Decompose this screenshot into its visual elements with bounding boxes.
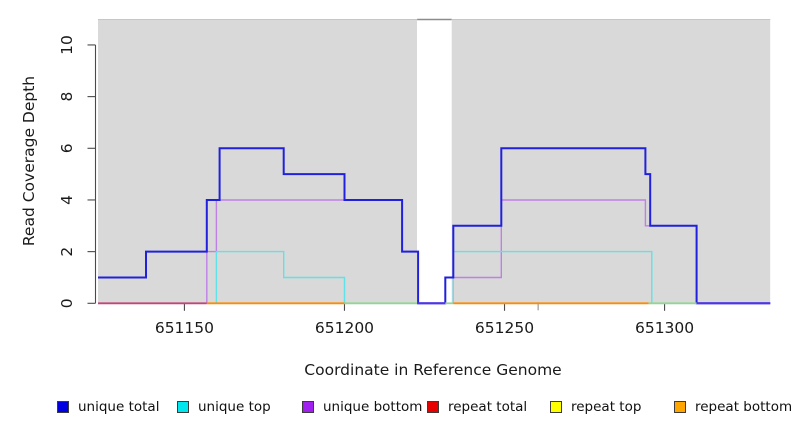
y-tick-label: 8 — [58, 92, 76, 102]
legend-label: repeat bottom — [695, 399, 792, 415]
legend-item-repeat-total: repeat total — [427, 399, 527, 415]
legend-swatch-icon — [57, 401, 69, 413]
x-tick-label: 651250 — [475, 319, 534, 337]
covered-region-1 — [98, 19, 418, 304]
legend-label: repeat top — [571, 399, 642, 415]
legend-item-repeat-bottom: repeat bottom — [674, 399, 792, 415]
y-axis-label: Read Coverage Depth — [20, 76, 38, 246]
y-tick-label: 10 — [58, 35, 76, 55]
legend-swatch-icon — [427, 401, 439, 413]
y-tick-label: 6 — [58, 143, 76, 153]
legend-swatch-icon — [177, 401, 189, 413]
legend-item-unique-total: unique total — [57, 399, 159, 415]
series-unique-top — [98, 250, 771, 304]
plot-area: 0 2 4 6 8 10 651150 651200 651250 651300 — [58, 18, 771, 337]
x-tick-label: 651300 — [635, 319, 694, 337]
legend-swatch-icon — [674, 401, 686, 413]
legend-swatch-icon — [550, 401, 562, 413]
legend-label: unique bottom — [323, 399, 423, 415]
x-tick-label: 651200 — [315, 319, 374, 337]
legend-label: unique top — [198, 399, 271, 415]
legend-item-unique-top: unique top — [177, 399, 271, 415]
legend-item-unique-bottom: unique bottom — [302, 399, 422, 415]
y-tick-label: 0 — [58, 298, 76, 308]
y-tick-label: 2 — [58, 247, 76, 257]
y-tick-label: 4 — [58, 195, 76, 205]
legend-item-repeat-top: repeat top — [550, 399, 641, 415]
x-tick-label: 651150 — [155, 319, 214, 337]
x-axis-label: Coordinate in Reference Genome — [304, 361, 561, 379]
chart-legend: unique total unique top unique bottom repea… — [0, 399, 792, 419]
covered-region-2 — [451, 19, 771, 304]
series-unique-total — [98, 147, 771, 305]
legend-swatch-icon — [302, 401, 314, 413]
legend-label: repeat total — [448, 399, 528, 415]
legend-label: unique total — [78, 399, 160, 415]
gap-region — [417, 19, 452, 304]
